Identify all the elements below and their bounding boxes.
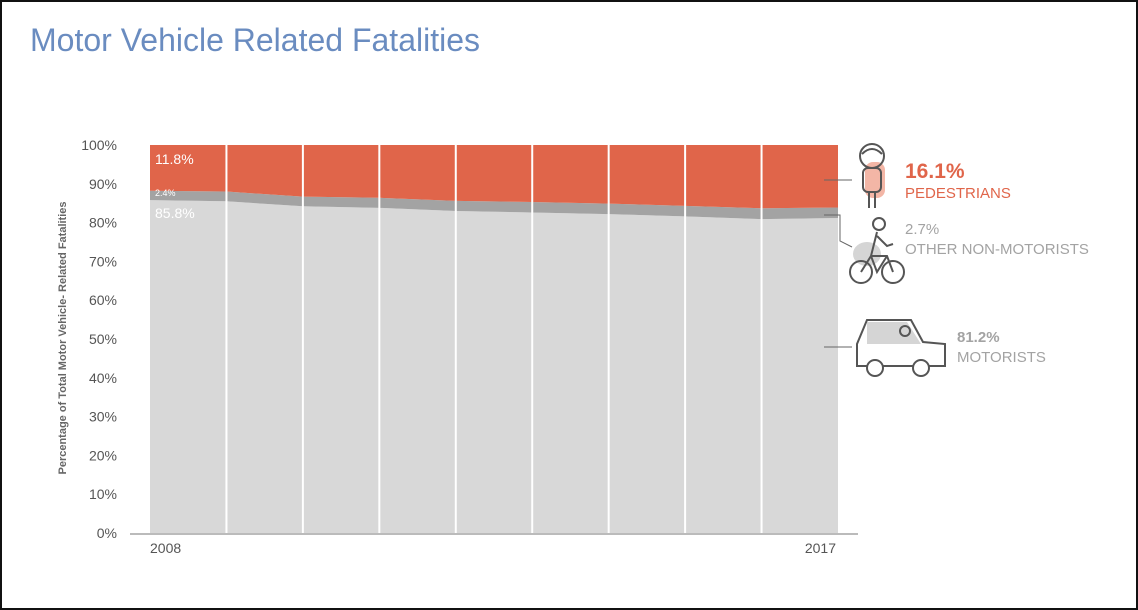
chart-areas bbox=[150, 145, 838, 533]
y-axis-label: Percentage of Total Motor Vehicle- Relat… bbox=[57, 201, 69, 474]
legend: 16.1% PEDESTRIANS 2.7% OTHER NON-MOTORIS… bbox=[905, 160, 1089, 366]
leader-lines bbox=[824, 179, 853, 348]
other-start-label: 2.4% bbox=[155, 188, 176, 198]
legend-pedestrians-value: 16.1% bbox=[905, 160, 965, 183]
y-tick-label: 70% bbox=[89, 253, 117, 269]
area-motorists bbox=[150, 200, 838, 533]
legend-other-value: 2.7% bbox=[905, 221, 939, 238]
y-tick-label: 60% bbox=[89, 292, 117, 308]
y-tick-label: 100% bbox=[81, 137, 117, 153]
other-leader bbox=[824, 214, 853, 248]
y-tick-label: 90% bbox=[89, 176, 117, 192]
legend-motorists-value: 81.2% bbox=[957, 329, 1000, 346]
car-icon bbox=[856, 319, 946, 377]
y-tick-label: 10% bbox=[89, 486, 117, 502]
y-tick-label: 80% bbox=[89, 215, 117, 231]
pedestrians-start-label: 11.8% bbox=[155, 151, 194, 167]
legend-other-label: OTHER NON-MOTORISTS bbox=[905, 241, 1089, 258]
x-tick-label: 2008 bbox=[150, 540, 181, 556]
y-tick-label: 0% bbox=[97, 525, 117, 541]
y-tick-label: 50% bbox=[89, 331, 117, 347]
y-tick-label: 30% bbox=[89, 409, 117, 425]
y-tick-label: 20% bbox=[89, 447, 117, 463]
legend-motorists-label: MOTORISTS bbox=[957, 349, 1046, 366]
area-other-non-motorists bbox=[150, 190, 838, 220]
x-axis: 2008 2017 bbox=[130, 533, 858, 556]
chart-title: Motor Vehicle Related Fatalities bbox=[30, 22, 480, 58]
pedestrian-icon bbox=[859, 143, 885, 208]
motorists-start-label: 85.8% bbox=[155, 205, 195, 221]
y-axis: 0% 10% 20% 30% 40% 50% 60% 70% 80% 90% 100% bbox=[81, 137, 117, 541]
year-dividers bbox=[225, 145, 763, 533]
y-tick-label: 40% bbox=[89, 370, 117, 386]
area-pedestrians bbox=[150, 145, 838, 209]
legend-pedestrians-label: PEDESTRIANS bbox=[905, 185, 1011, 202]
bicycle-icon bbox=[849, 217, 905, 284]
x-tick-label: 2017 bbox=[805, 540, 836, 556]
